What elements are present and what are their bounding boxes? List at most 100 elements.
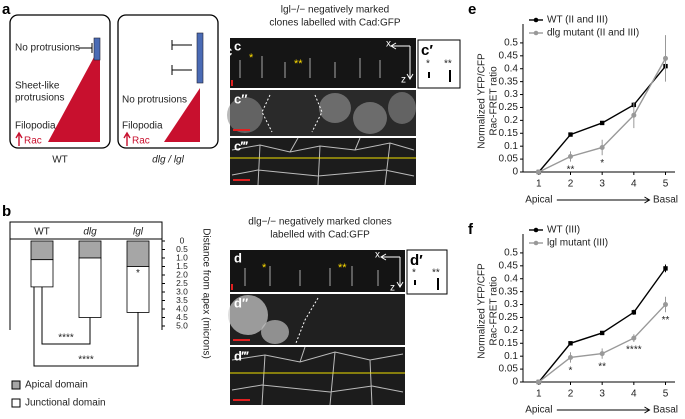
star: ** bbox=[294, 58, 303, 70]
legend-swatch bbox=[11, 398, 21, 408]
bar-segment bbox=[30, 259, 54, 288]
y-tick-label: 1.0 bbox=[176, 252, 188, 262]
x-tick-label: 3 bbox=[599, 389, 605, 400]
label: Rac bbox=[24, 136, 42, 147]
y-axis-label: Normalized YFP/CFP bbox=[477, 263, 488, 359]
legend-marker bbox=[533, 240, 539, 246]
y-tick-label: 0.45 bbox=[499, 50, 519, 61]
significance-bracket bbox=[33, 286, 139, 367]
label: protrusions bbox=[15, 93, 64, 104]
x-tick-label: 3 bbox=[599, 179, 605, 190]
panel-c: lgl−/− negatively marked clones labelled… bbox=[227, 5, 461, 186]
cell bbox=[388, 92, 416, 124]
row-label: d bbox=[234, 250, 242, 265]
panel-letter: e bbox=[468, 1, 476, 18]
label: Filopodia bbox=[122, 121, 163, 132]
marker bbox=[568, 354, 573, 360]
marker bbox=[599, 351, 605, 357]
y-tick-label: 3.0 bbox=[176, 286, 188, 296]
caption: dlg / lgl bbox=[152, 155, 184, 166]
y-tick-label: 4.5 bbox=[176, 312, 188, 322]
label: Rac bbox=[132, 136, 150, 147]
cell bbox=[353, 102, 387, 134]
row-label: c‴ bbox=[234, 138, 248, 153]
bar-segment bbox=[78, 240, 102, 259]
y-tick-label: 0 bbox=[180, 235, 185, 245]
up-arrow bbox=[123, 131, 131, 146]
y-axis-label: Rac-FRET ratio bbox=[489, 66, 500, 136]
legend-marker bbox=[533, 227, 539, 233]
y-tick-label: 2.5 bbox=[176, 278, 188, 288]
y-tick-label: 0.45 bbox=[499, 260, 519, 271]
axis-label: z bbox=[401, 75, 406, 86]
frame bbox=[9, 221, 163, 330]
legend-label: Junctional domain bbox=[25, 398, 106, 409]
star: * bbox=[262, 262, 267, 274]
panel-title: dlg−/− negatively marked clones bbox=[248, 217, 391, 228]
legend-label: lgl mutant (III) bbox=[547, 238, 608, 249]
series-line bbox=[538, 65, 667, 173]
axis-label: z bbox=[390, 283, 395, 294]
micrograph bbox=[230, 347, 405, 405]
legend-marker bbox=[533, 17, 539, 23]
x-tick-label: 5 bbox=[663, 389, 669, 400]
y-axis-label: Distance from apex (microns) bbox=[200, 228, 211, 359]
cell bbox=[261, 320, 289, 344]
legend-marker bbox=[533, 30, 539, 36]
legend-label: WT (III) bbox=[547, 225, 580, 236]
marker bbox=[631, 310, 637, 315]
membrane bbox=[239, 56, 381, 78]
star: * bbox=[412, 268, 416, 279]
legend-swatch bbox=[11, 380, 21, 390]
x-tick-label: 4 bbox=[631, 389, 637, 400]
rac-gradient bbox=[48, 46, 100, 142]
annotation: * bbox=[569, 365, 573, 376]
clone-boundary bbox=[261, 94, 323, 133]
apical-domain bbox=[196, 32, 204, 84]
up-arrow bbox=[15, 131, 23, 146]
x-tick-label: 1 bbox=[536, 389, 542, 400]
y-tick-label: 0.5 bbox=[504, 248, 518, 259]
significance-label: **** bbox=[78, 355, 94, 366]
y-tick-label: 0.2 bbox=[504, 115, 518, 126]
y-tick-label: 0.4 bbox=[504, 273, 518, 284]
marker bbox=[631, 335, 637, 341]
marker bbox=[568, 154, 573, 160]
marker bbox=[599, 144, 605, 150]
label: Filopodia bbox=[15, 121, 56, 132]
x-axis-label: Basal bbox=[653, 405, 678, 416]
annotation: ** bbox=[598, 361, 606, 372]
apical-domain bbox=[93, 37, 101, 61]
bar-segment bbox=[30, 240, 54, 261]
y-tick-label: 0.4 bbox=[504, 63, 518, 74]
y-tick-label: 3.5 bbox=[176, 295, 188, 305]
annotation: * bbox=[136, 268, 140, 279]
category-label: dlg bbox=[83, 227, 97, 238]
panel-title: clones labelled with Cad:GFP bbox=[269, 18, 401, 29]
y-axis-label: Rac-FRET ratio bbox=[489, 276, 500, 346]
marker bbox=[663, 302, 668, 308]
direction-arrow bbox=[556, 406, 651, 414]
x-tick-label: 5 bbox=[663, 179, 669, 190]
marker bbox=[568, 132, 573, 137]
star: * bbox=[249, 52, 254, 64]
row-label: c″ bbox=[234, 91, 247, 106]
axes-arrows bbox=[390, 42, 414, 80]
y-tick-label: 0.35 bbox=[499, 76, 519, 87]
bar-segment bbox=[126, 240, 150, 267]
label: Sheet-like bbox=[15, 81, 60, 92]
x-tick-label: 4 bbox=[631, 179, 637, 190]
clone-boundary bbox=[295, 297, 319, 344]
legend-label: Apical domain bbox=[25, 380, 88, 391]
y-tick-label: 0.1 bbox=[504, 351, 518, 362]
y-tick-label: 0 bbox=[512, 167, 518, 178]
marker bbox=[599, 330, 605, 336]
x-axis-label: Apical bbox=[525, 405, 552, 416]
x-axis-label: Apical bbox=[525, 195, 552, 206]
y-tick-label: 0.5 bbox=[176, 244, 188, 254]
y-tick-label: 0.15 bbox=[499, 128, 519, 139]
cell-junctions bbox=[231, 346, 404, 406]
x-tick-label: 2 bbox=[568, 179, 574, 190]
y-tick-label: 0 bbox=[512, 377, 518, 388]
